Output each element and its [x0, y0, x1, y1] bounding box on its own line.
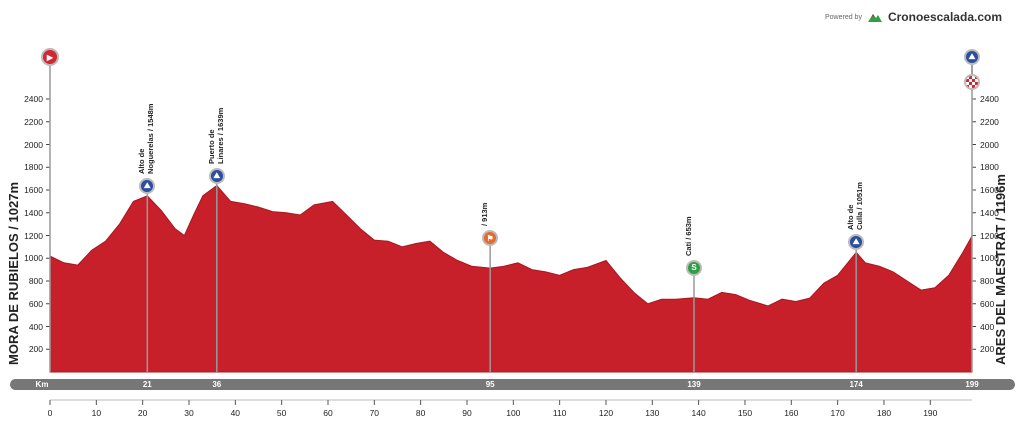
- y-tick-label-left: 2400: [24, 94, 43, 104]
- x-tick-label: 120: [598, 408, 614, 418]
- km-bar-mark: 139: [687, 380, 701, 389]
- y-tick-label-left: 1400: [24, 207, 43, 218]
- feed-marker-icon: ⚑: [482, 230, 499, 247]
- y-tick-label-right: 600: [980, 298, 995, 309]
- y-tick-label-right: 2200: [980, 116, 999, 127]
- elevation-area: [49, 184, 973, 373]
- powered-by-label: Powered by: [824, 13, 862, 21]
- km-bar-mark: 199: [965, 380, 979, 389]
- point-label: Alto de Noguerelas / 1548m: [137, 103, 156, 174]
- y-tick-label-right: 2000: [980, 139, 999, 150]
- x-tick-label: 170: [830, 408, 845, 418]
- y-tick-label-right: 1800: [980, 162, 999, 173]
- x-tick-label: 20: [137, 408, 148, 418]
- y-tick-label-left: 400: [28, 321, 43, 332]
- y-tick-label-right: 1600: [980, 185, 999, 195]
- x-tick-label: 130: [645, 408, 660, 418]
- x-tick-label: 50: [276, 408, 287, 418]
- x-tick-label: 100: [506, 408, 521, 418]
- x-tick-label: 10: [91, 408, 102, 418]
- y-tick-label-left: 1000: [24, 253, 43, 264]
- y-tick-label-left: 600: [28, 298, 43, 309]
- y-tick-label-right: 1400: [980, 207, 999, 218]
- mountain-logo-icon: [867, 14, 882, 22]
- y-tick-label-left: 1800: [24, 162, 43, 173]
- y-tick-label-right: 2400: [980, 94, 999, 104]
- start-play-icon: ▶: [41, 48, 59, 66]
- x-tick-label: 60: [323, 408, 333, 418]
- y-tick-label-left: 800: [28, 276, 43, 286]
- x-tick-label: 0: [47, 408, 53, 418]
- km-bar-mark: 36: [212, 380, 222, 389]
- y-tick-label-left: 2200: [24, 116, 43, 127]
- x-tick-label: 180: [876, 408, 892, 418]
- km-bar: [10, 379, 1015, 390]
- x-tick-label: 90: [462, 408, 472, 418]
- point-label: Alto de Culla / 1051m: [846, 182, 865, 231]
- x-tick-label: 150: [737, 408, 753, 418]
- finish-flag-icon: [964, 74, 980, 90]
- y-tick-label-left: 2000: [24, 139, 43, 150]
- finish-town-label: ARES DEL MAESTRAT / 1196m: [993, 174, 1008, 365]
- y-tick-label-right: 1200: [980, 230, 999, 241]
- y-tick-label-right: 400: [980, 321, 995, 332]
- x-tick-label: 40: [230, 408, 241, 418]
- brand-name: Cronoescalada.com: [887, 10, 1002, 24]
- sprint-marker-icon: S: [686, 259, 702, 276]
- y-tick-label-right: 800: [980, 276, 995, 286]
- x-tick-label: 70: [369, 408, 380, 418]
- x-tick-label: 80: [415, 408, 426, 418]
- kom-marker-icon: ⛰: [208, 167, 225, 184]
- km-bar-mark: 95: [485, 380, 495, 389]
- point-label: Catí / 653m: [684, 216, 693, 256]
- x-tick-label: 190: [923, 408, 938, 418]
- x-tick-label: 160: [784, 408, 799, 418]
- brand-logo: Powered by Cronoescalada.com: [825, 10, 1002, 24]
- km-bar-label: Km: [35, 380, 49, 389]
- y-tick-label-left: 1200: [24, 230, 43, 241]
- point-label: / 913m: [480, 202, 490, 227]
- x-tick-label: 140: [691, 408, 706, 418]
- x-tick-label: 110: [552, 408, 567, 418]
- y-tick-label-left: 200: [28, 344, 43, 355]
- km-bar-mark: 21: [142, 380, 152, 389]
- km-bar-mark: 174: [849, 380, 863, 389]
- y-tick-label-right: 1000: [980, 253, 999, 264]
- y-tick-label-left: 1600: [24, 185, 43, 195]
- y-tick-label-right: 200: [980, 344, 995, 355]
- kom-marker-icon: ⛰: [139, 177, 156, 194]
- finish-kom-icon: ⛰: [964, 49, 980, 65]
- x-tick-label: 30: [184, 408, 194, 418]
- point-label: Puerto de Linares / 1639m: [206, 107, 225, 164]
- kom-marker-icon: ⛰: [848, 234, 865, 251]
